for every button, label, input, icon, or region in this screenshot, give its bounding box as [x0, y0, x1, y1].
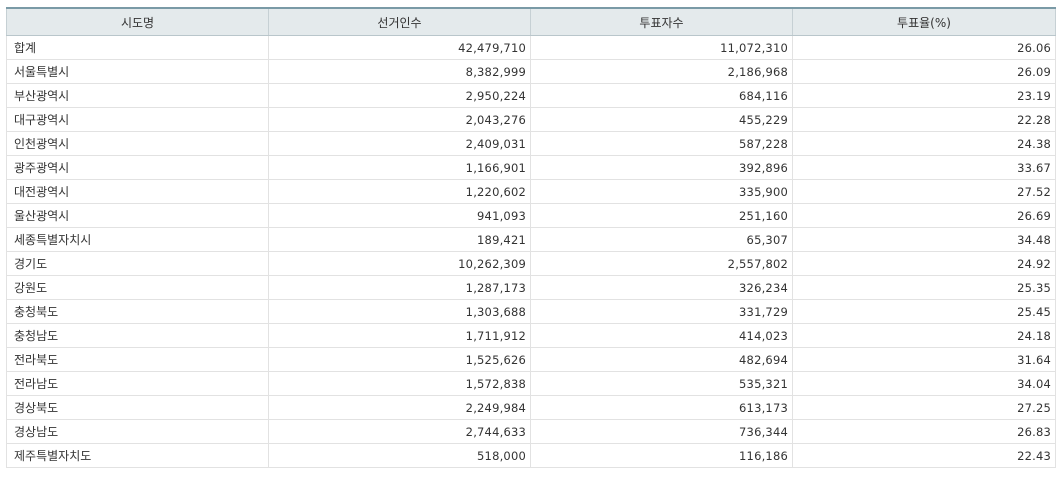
- cell-turnout: 26.69: [792, 203, 1056, 228]
- cell-region: 제주특별자치도: [6, 443, 269, 468]
- table-row: 전라북도 1,525,626 482,694 31.64: [6, 347, 1056, 372]
- cell-turnout: 34.04: [792, 371, 1056, 396]
- table-row: 충청남도 1,711,912 414,023 24.18: [6, 323, 1056, 348]
- cell-voters: 116,186: [530, 443, 793, 468]
- cell-voters: 535,321: [530, 371, 793, 396]
- cell-region: 대전광역시: [6, 179, 269, 204]
- cell-region: 충청남도: [6, 323, 269, 348]
- cell-turnout: 22.43: [792, 443, 1056, 468]
- cell-voters: 736,344: [530, 419, 793, 444]
- header-row: 시도명 선거인수 투표자수 투표율(%): [6, 8, 1056, 36]
- cell-voters: 11,072,310: [530, 35, 793, 60]
- cell-electors: 1,287,173: [268, 275, 531, 300]
- cell-voters: 326,234: [530, 275, 793, 300]
- results-table-container: 시도명 선거인수 투표자수 투표율(%) 합계 42,479,710 11,072,…: [6, 7, 1056, 468]
- table-row: 울산광역시 941,093 251,160 26.69: [6, 203, 1056, 228]
- cell-electors: 2,409,031: [268, 131, 531, 156]
- cell-electors: 1,166,901: [268, 155, 531, 180]
- cell-region: 강원도: [6, 275, 269, 300]
- cell-voters: 613,173: [530, 395, 793, 420]
- cell-turnout: 34.48: [792, 227, 1056, 252]
- cell-turnout: 26.09: [792, 59, 1056, 84]
- cell-turnout: 24.18: [792, 323, 1056, 348]
- cell-turnout: 24.92: [792, 251, 1056, 276]
- cell-region: 울산광역시: [6, 203, 269, 228]
- table-header: 시도명 선거인수 투표자수 투표율(%): [6, 8, 1056, 36]
- table-row: 서울특별시 8,382,999 2,186,968 26.09: [6, 59, 1056, 84]
- cell-electors: 1,220,602: [268, 179, 531, 204]
- cell-voters: 414,023: [530, 323, 793, 348]
- table-row: 충청북도 1,303,688 331,729 25.45: [6, 299, 1056, 324]
- cell-voters: 684,116: [530, 83, 793, 108]
- cell-voters: 587,228: [530, 131, 793, 156]
- cell-region: 인천광역시: [6, 131, 269, 156]
- cell-electors: 189,421: [268, 227, 531, 252]
- cell-region: 대구광역시: [6, 107, 269, 132]
- table-row: 광주광역시 1,166,901 392,896 33.67: [6, 155, 1056, 180]
- cell-electors: 8,382,999: [268, 59, 531, 84]
- cell-electors: 1,525,626: [268, 347, 531, 372]
- table-row: 세종특별자치시 189,421 65,307 34.48: [6, 227, 1056, 252]
- cell-region: 합계: [6, 35, 269, 60]
- cell-region: 경기도: [6, 251, 269, 276]
- cell-region: 경상북도: [6, 395, 269, 420]
- cell-turnout: 25.35: [792, 275, 1056, 300]
- column-header-turnout: 투표율(%): [792, 8, 1056, 36]
- cell-voters: 482,694: [530, 347, 793, 372]
- table-row: 강원도 1,287,173 326,234 25.35: [6, 275, 1056, 300]
- cell-electors: 518,000: [268, 443, 531, 468]
- table-row: 경상북도 2,249,984 613,173 27.25: [6, 395, 1056, 420]
- cell-voters: 331,729: [530, 299, 793, 324]
- cell-voters: 65,307: [530, 227, 793, 252]
- table-row: 전라남도 1,572,838 535,321 34.04: [6, 371, 1056, 396]
- column-header-voters: 투표자수: [530, 8, 793, 36]
- table-row: 제주특별자치도 518,000 116,186 22.43: [6, 443, 1056, 468]
- cell-turnout: 24.38: [792, 131, 1056, 156]
- cell-turnout: 33.67: [792, 155, 1056, 180]
- table-row: 경기도 10,262,309 2,557,802 24.92: [6, 251, 1056, 276]
- cell-region: 경상남도: [6, 419, 269, 444]
- cell-region: 세종특별자치시: [6, 227, 269, 252]
- cell-voters: 335,900: [530, 179, 793, 204]
- table-row: 인천광역시 2,409,031 587,228 24.38: [6, 131, 1056, 156]
- cell-region: 광주광역시: [6, 155, 269, 180]
- cell-turnout: 22.28: [792, 107, 1056, 132]
- cell-voters: 251,160: [530, 203, 793, 228]
- column-header-region: 시도명: [6, 8, 269, 36]
- cell-turnout: 26.06: [792, 35, 1056, 60]
- table-row: 대전광역시 1,220,602 335,900 27.52: [6, 179, 1056, 204]
- cell-turnout: 27.52: [792, 179, 1056, 204]
- table-body: 합계 42,479,710 11,072,310 26.06 서울특별시 8,382,99…: [6, 35, 1056, 468]
- cell-electors: 1,572,838: [268, 371, 531, 396]
- cell-turnout: 31.64: [792, 347, 1056, 372]
- cell-region: 부산광역시: [6, 83, 269, 108]
- cell-region: 전라북도: [6, 347, 269, 372]
- cell-electors: 2,950,224: [268, 83, 531, 108]
- cell-electors: 2,043,276: [268, 107, 531, 132]
- cell-turnout: 23.19: [792, 83, 1056, 108]
- cell-voters: 392,896: [530, 155, 793, 180]
- cell-electors: 1,303,688: [268, 299, 531, 324]
- turnout-table: 시도명 선거인수 투표자수 투표율(%) 합계 42,479,710 11,072,…: [6, 7, 1056, 468]
- cell-electors: 10,262,309: [268, 251, 531, 276]
- column-header-electors: 선거인수: [268, 8, 531, 36]
- cell-turnout: 27.25: [792, 395, 1056, 420]
- cell-region: 충청북도: [6, 299, 269, 324]
- cell-electors: 2,744,633: [268, 419, 531, 444]
- cell-turnout: 26.83: [792, 419, 1056, 444]
- cell-voters: 2,186,968: [530, 59, 793, 84]
- table-row: 합계 42,479,710 11,072,310 26.06: [6, 35, 1056, 60]
- cell-electors: 941,093: [268, 203, 531, 228]
- cell-voters: 2,557,802: [530, 251, 793, 276]
- table-row: 대구광역시 2,043,276 455,229 22.28: [6, 107, 1056, 132]
- table-row: 경상남도 2,744,633 736,344 26.83: [6, 419, 1056, 444]
- cell-region: 서울특별시: [6, 59, 269, 84]
- table-row: 부산광역시 2,950,224 684,116 23.19: [6, 83, 1056, 108]
- cell-turnout: 25.45: [792, 299, 1056, 324]
- cell-electors: 2,249,984: [268, 395, 531, 420]
- cell-electors: 1,711,912: [268, 323, 531, 348]
- cell-voters: 455,229: [530, 107, 793, 132]
- cell-region: 전라남도: [6, 371, 269, 396]
- cell-electors: 42,479,710: [268, 35, 531, 60]
